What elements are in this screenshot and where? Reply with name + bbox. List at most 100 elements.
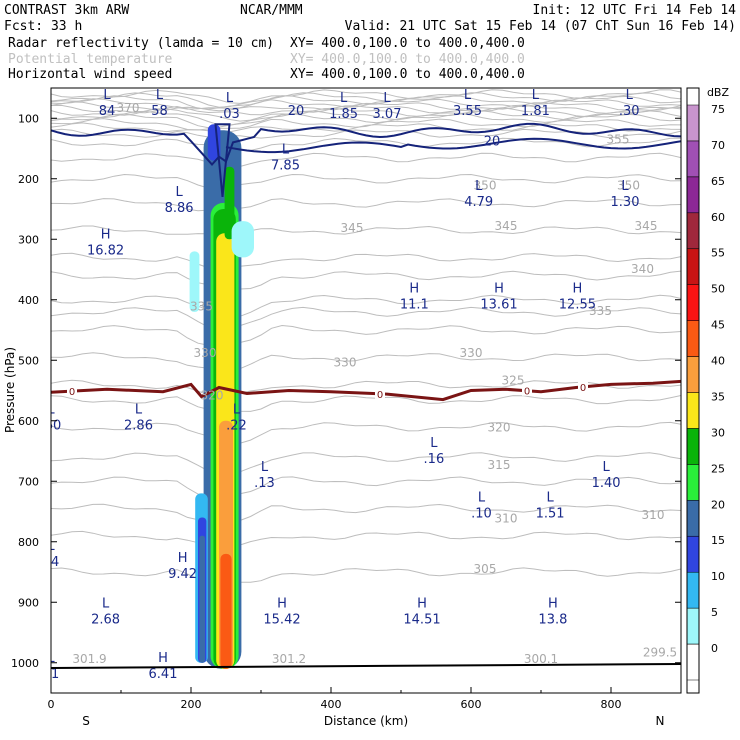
colorbar-swatch <box>686 284 700 321</box>
colorbar-level: 55 <box>711 247 725 260</box>
theta-contour-line <box>51 113 681 129</box>
theta-contours <box>51 89 681 584</box>
colorbar-swatch <box>686 248 700 285</box>
pressure-center-letter: H <box>158 651 168 666</box>
header-forecast-hour: Fcst: 33 h <box>4 19 82 34</box>
colorbar-level: 15 <box>711 534 725 547</box>
x-tick-label: 800 <box>601 698 622 711</box>
pressure-center-value: 2.86 <box>124 419 153 434</box>
pressure-center-value: 1.30 <box>611 195 640 210</box>
theta-label: 310 <box>495 511 518 525</box>
theta-contour-line <box>51 118 681 131</box>
theta-contour-line <box>51 137 681 151</box>
theta-label: 345 <box>635 219 658 233</box>
wind-contour-20-lower <box>225 137 681 154</box>
pressure-center-value: 11.1 <box>400 298 429 313</box>
wind-contour-20 <box>51 122 681 166</box>
y-tick-label: 900 <box>18 596 39 609</box>
pressure-center-value: 4.79 <box>464 195 493 210</box>
pressure-center-value: .03 <box>219 107 240 122</box>
x-tick-label: 200 <box>181 698 202 711</box>
x-tick-label: 600 <box>461 698 482 711</box>
theta-contour-line <box>51 503 681 523</box>
pressure-center-value: 1.51 <box>536 507 565 522</box>
wind-label: 20 <box>484 135 501 150</box>
reflectivity-shading <box>189 124 254 669</box>
theta-label: 355 <box>607 133 630 147</box>
y-tick-label: 400 <box>18 294 39 307</box>
freezing-level-label: 0 <box>524 387 530 398</box>
theta-label: 301.2 <box>272 652 306 666</box>
pressure-center-letter: L <box>233 403 241 418</box>
theta-label: 330 <box>334 355 357 369</box>
x-tick-label: 400 <box>321 698 342 711</box>
freezing-label-bg <box>522 384 532 396</box>
theta-label: 340 <box>631 262 654 276</box>
pressure-center-letter: L <box>47 539 55 554</box>
pressure-center-value: .13 <box>254 476 275 491</box>
pressure-center-letter: H <box>494 282 504 297</box>
colorbar-level: 45 <box>711 319 725 332</box>
field-3-xy: XY= 400.0,100.0 to 400.0,400.0 <box>290 67 525 82</box>
colorbar-swatch <box>686 140 700 178</box>
theta-label: 330 <box>194 346 217 360</box>
colorbar: dBZ 0 5 10 15 20 25 30 35 40 45 50 55 60 65 70 75 <box>686 86 729 694</box>
pressure-center-letter: L <box>47 651 55 666</box>
y-tick-label: 1000 <box>11 657 39 670</box>
theta-label: 300.1 <box>524 652 558 666</box>
colorbar-level: 65 <box>711 175 725 188</box>
reflectivity-cell <box>199 535 205 663</box>
reflectivity-cell <box>220 553 232 669</box>
pressure-center-letter: L <box>475 179 483 194</box>
pressure-center-letter: L <box>621 179 629 194</box>
theta-labels: 370 355 350 350 345 345 345 340 335 335 330 330 330 3… <box>72 101 677 666</box>
theta-contour-line <box>51 252 681 270</box>
theta-label: 315 <box>488 458 511 472</box>
pressure-center-letter: H <box>277 596 287 611</box>
field-3-name: Horizontal wind speed <box>8 67 172 82</box>
theta-label: 345 <box>495 219 518 233</box>
theta-contour-line <box>51 107 681 122</box>
plot-frame <box>50 87 682 694</box>
colorbar-swatch <box>686 392 700 429</box>
colorbar-level: 75 <box>711 103 725 116</box>
pressure-center-letter: L <box>226 91 234 106</box>
pressure-center-letter: L <box>103 88 111 103</box>
colorbar-level: 35 <box>711 391 725 404</box>
pressure-center-value: .60 <box>41 419 62 434</box>
pressure-center-letter: L <box>383 91 391 106</box>
pressure-center-value: 58 <box>151 104 168 119</box>
pressure-center-letter: L <box>602 460 610 475</box>
y-tick-label: 100 <box>18 112 39 125</box>
theta-label: 305 <box>474 562 497 576</box>
pressure-center-letter: H <box>101 227 111 242</box>
theta-contour-line <box>51 395 681 412</box>
freezing-label-bg <box>578 380 588 392</box>
theta-contour-line <box>51 530 681 549</box>
theta-contour-line <box>51 98 681 110</box>
pressure-center-value: 84 <box>99 104 116 119</box>
theta-contour-line <box>51 104 681 116</box>
pressure-center-value: 14.51 <box>403 612 440 627</box>
pressure-center-letter: L <box>102 596 110 611</box>
x-axis-label: Distance (km) <box>324 714 408 728</box>
pressure-center-value: 3.55 <box>453 104 482 119</box>
freezing-level-label: 0 <box>580 383 586 394</box>
north-label: N <box>656 714 665 728</box>
theta-contour-line <box>51 173 681 190</box>
colorbar-swatch <box>686 536 700 573</box>
y-tick-label: 200 <box>18 173 39 186</box>
theta-contour-line <box>51 567 681 584</box>
y-tick-label: 300 <box>18 233 39 246</box>
theta-contour-line <box>51 152 681 169</box>
reflectivity-cell <box>231 221 254 258</box>
theta-contour-line <box>51 198 681 212</box>
wind-contours <box>51 122 681 197</box>
pressure-center-letter: L <box>478 490 486 505</box>
pressure-center-letter: L <box>175 185 183 200</box>
theta-label: 325 <box>502 373 525 387</box>
header-init-time: Init: 12 UTC Fri 14 Feb 14 <box>533 3 737 18</box>
pressure-center-letter: H <box>548 596 558 611</box>
